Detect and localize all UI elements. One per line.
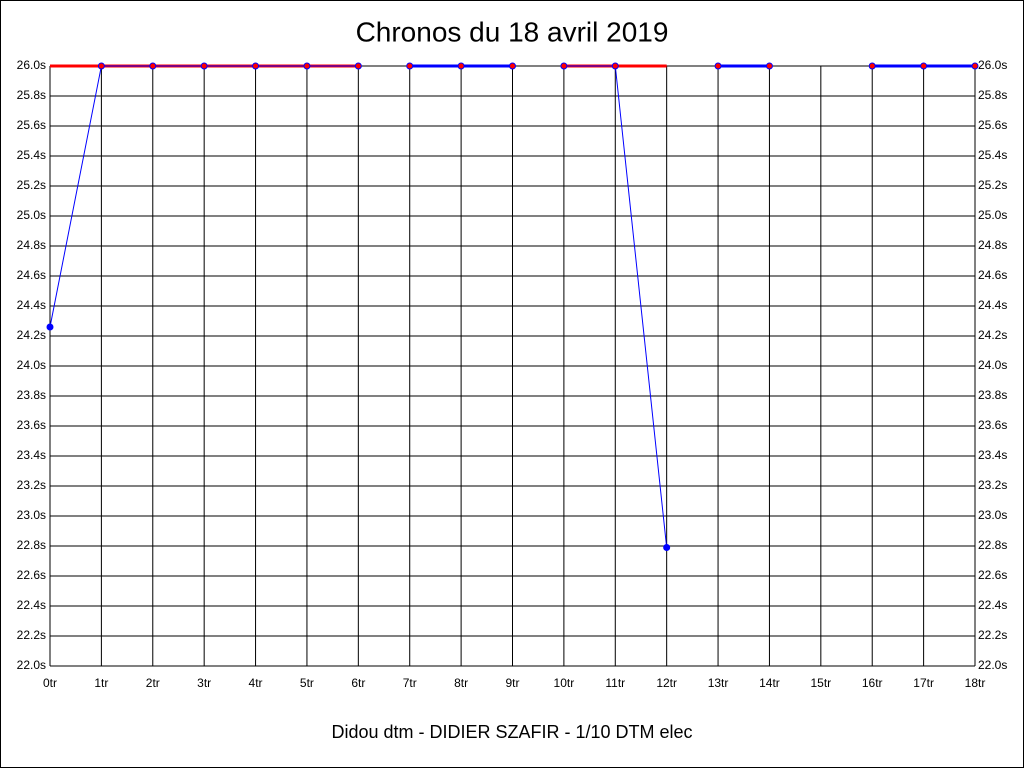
y-tick-label: 22.0s	[17, 658, 46, 672]
y-tick-label: 24.8s	[17, 238, 46, 252]
footer: Didou dtm - DIDIER SZAFIR - 1/10 DTM ele…	[331, 722, 692, 742]
x-tick-label: 3tr	[197, 676, 211, 690]
data-point	[868, 62, 876, 70]
y2-tick-label: 23.8s	[978, 388, 1007, 402]
x-tick-label: 11tr	[605, 676, 625, 690]
y-tick-label: 24.4s	[17, 298, 46, 312]
x-tick-label: 0tr	[43, 676, 57, 690]
data-point	[97, 62, 105, 70]
y2-tick-label: 25.2s	[978, 178, 1007, 192]
data-point	[457, 62, 465, 70]
y-tick-label: 22.4s	[17, 598, 46, 612]
y-tick-label: 25.2s	[17, 178, 46, 192]
data-point	[920, 62, 928, 70]
x-tick-label: 15tr	[810, 676, 831, 690]
y-tick-label: 22.8s	[17, 538, 46, 552]
y-tick-label: 25.8s	[17, 88, 46, 102]
y2-tick-label: 26.0s	[978, 58, 1007, 72]
x-tick-label: 12tr	[656, 676, 677, 690]
y-tick-label: 26.0s	[17, 58, 46, 72]
y2-tick-label: 22.6s	[978, 568, 1007, 582]
y2-tick-label: 24.0s	[978, 358, 1007, 372]
y2-tick-label: 23.2s	[978, 478, 1007, 492]
y2-tick-label: 22.4s	[978, 598, 1007, 612]
y2-tick-label: 25.4s	[978, 148, 1007, 162]
x-tick-label: 8tr	[454, 676, 468, 690]
y-tick-label: 25.0s	[17, 208, 46, 222]
y-tick-label: 24.2s	[17, 328, 46, 342]
x-tick-label: 14tr	[759, 676, 780, 690]
y-tick-label: 23.2s	[17, 478, 46, 492]
x-tick-label: 5tr	[300, 676, 314, 690]
y2-tick-label: 24.6s	[978, 268, 1007, 282]
y2-tick-label: 25.0s	[978, 208, 1007, 222]
data-point	[303, 62, 311, 70]
y2-tick-label: 22.0s	[978, 658, 1007, 672]
y-tick-label: 25.4s	[17, 148, 46, 162]
y-tick-label: 23.6s	[17, 418, 46, 432]
data-point	[200, 62, 208, 70]
data-point	[663, 544, 671, 551]
data-point	[560, 62, 568, 70]
data-point	[46, 323, 54, 331]
y2-tick-label: 22.2s	[978, 628, 1007, 642]
y2-tick-label: 23.6s	[978, 418, 1007, 432]
x-tick-label: 7tr	[403, 676, 417, 690]
x-tick-label: 4tr	[249, 676, 263, 690]
x-tick-label: 17tr	[913, 676, 934, 690]
x-tick-label: 18tr	[965, 676, 986, 690]
y2-tick-label: 24.8s	[978, 238, 1007, 252]
x-tick-label: 10tr	[554, 676, 575, 690]
y-tick-label: 23.0s	[17, 508, 46, 522]
y-tick-label: 24.6s	[17, 268, 46, 282]
y2-tick-label: 25.8s	[978, 88, 1007, 102]
y-tick-label: 22.2s	[17, 628, 46, 642]
data-point	[509, 62, 516, 70]
y2-tick-label: 24.4s	[978, 298, 1007, 312]
data-point	[406, 62, 414, 70]
y2-tick-label: 24.2s	[978, 328, 1007, 342]
y2-tick-label: 22.8s	[978, 538, 1007, 552]
y-tick-label: 25.6s	[17, 118, 46, 132]
x-tick-label: 13tr	[708, 676, 729, 690]
data-point	[354, 62, 362, 70]
x-tick-label: 16tr	[862, 676, 883, 690]
y2-tick-label: 25.6s	[978, 118, 1007, 132]
data-point	[971, 62, 979, 70]
data-point	[765, 62, 773, 70]
data-point	[252, 62, 260, 70]
data-point	[714, 62, 722, 70]
data-point	[149, 62, 157, 70]
x-tick-label: 2tr	[146, 676, 160, 690]
x-tick-label: 1tr	[94, 676, 108, 690]
y-tick-label: 22.6s	[17, 568, 46, 582]
chart-title: Chronos du 18 avril 2019	[356, 16, 669, 47]
y-tick-label: 24.0s	[17, 358, 46, 372]
x-tick-label: 6tr	[351, 676, 365, 690]
y2-tick-label: 23.4s	[978, 448, 1007, 462]
data-point	[611, 62, 619, 70]
y-tick-label: 23.8s	[17, 388, 46, 402]
y2-tick-label: 23.0s	[978, 508, 1007, 522]
x-tick-label: 9tr	[505, 676, 519, 690]
y-tick-label: 23.4s	[17, 448, 46, 462]
